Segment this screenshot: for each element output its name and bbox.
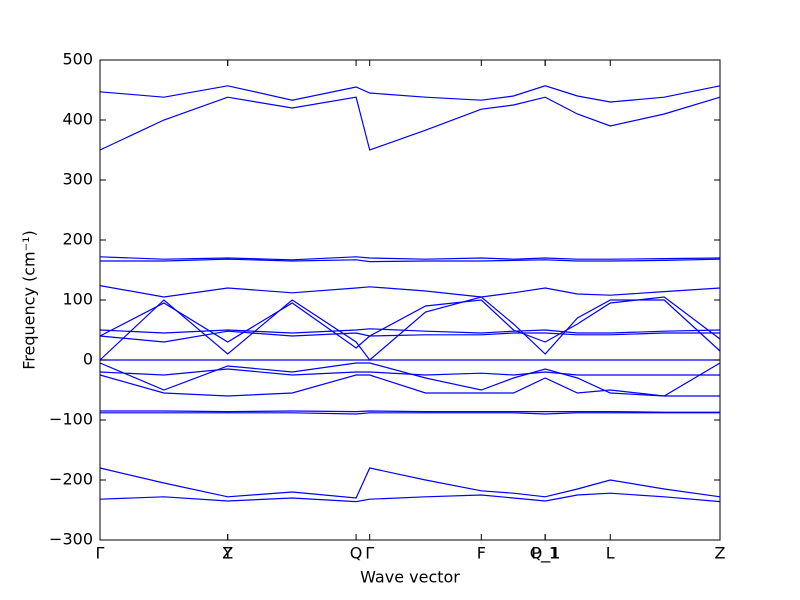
y-tick-label: −200 xyxy=(49,470,93,489)
band-line xyxy=(99,96,721,151)
y-tick-label: 200 xyxy=(62,230,93,249)
x-tick-label: L xyxy=(606,544,615,563)
band-line xyxy=(99,330,720,343)
band-line xyxy=(99,374,720,397)
x-axis-label: Wave vector xyxy=(360,568,460,587)
band-line xyxy=(100,412,720,415)
x-tick-label: Z xyxy=(222,544,233,563)
band-line xyxy=(99,467,721,499)
y-tick-label: 100 xyxy=(62,290,93,309)
band-line xyxy=(100,258,721,263)
band-line xyxy=(99,296,721,349)
x-tick-label: F xyxy=(477,544,486,563)
y-axis-label: Frequency (cm⁻¹) xyxy=(20,230,39,369)
band-line xyxy=(99,296,721,361)
x-tick-label: Γ xyxy=(365,544,374,563)
band-line xyxy=(99,285,721,298)
y-tick-label: −100 xyxy=(49,410,93,429)
y-tick-label: 300 xyxy=(62,170,93,189)
x-tick-label: Q xyxy=(350,544,363,563)
y-tick-label: 400 xyxy=(62,110,93,129)
band-line xyxy=(99,362,721,397)
band-line xyxy=(99,368,720,376)
x-tick-label: Γ xyxy=(96,544,105,563)
band-line xyxy=(99,492,721,503)
x-tick-label: Z xyxy=(715,544,726,563)
band-line xyxy=(99,328,721,334)
y-tick-label: 0 xyxy=(83,350,93,369)
x-tick-label: Q_1 xyxy=(530,544,561,564)
y-tick-label: −300 xyxy=(49,530,93,549)
band-line xyxy=(99,85,721,103)
band-line xyxy=(100,410,720,413)
y-tick-label: 500 xyxy=(62,50,93,69)
band-line xyxy=(99,256,721,261)
x-tick-label: Y xyxy=(222,544,233,563)
x-tick-label: P_1 xyxy=(531,544,559,564)
